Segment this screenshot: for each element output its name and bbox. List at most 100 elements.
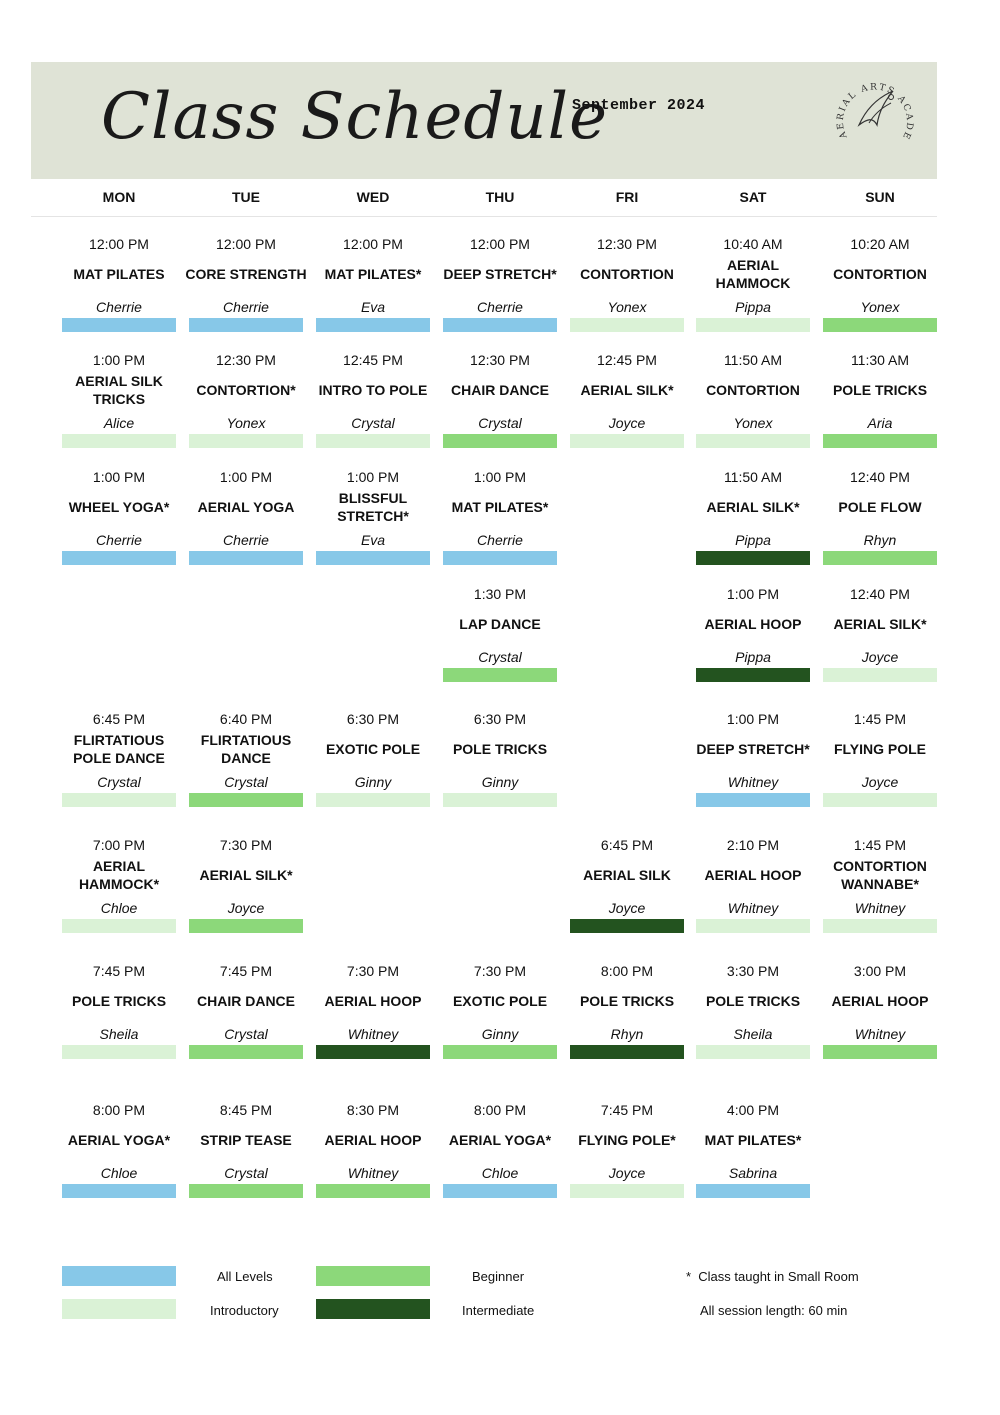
class-name: FLYING POLE — [833, 741, 927, 757]
day-header-tue: TUE — [232, 189, 260, 205]
class-time: 6:45 PM — [92, 711, 146, 727]
class-time: 7:00 PM — [92, 837, 146, 853]
class-name: AERIAL SILK* — [706, 499, 800, 515]
class-time: 12:30 PM — [597, 236, 657, 252]
class-instructor: Eva — [360, 532, 386, 548]
level-bar-intro — [189, 434, 303, 448]
class-instructor: Whitney — [727, 774, 779, 790]
level-bar-all — [696, 1184, 810, 1198]
class-instructor: Crystal — [224, 1165, 268, 1181]
level-bar-intro — [443, 793, 557, 807]
class-instructor: Cherrie — [96, 532, 142, 548]
class-instructor: Sabrina — [728, 1165, 778, 1181]
level-bar-all — [443, 1184, 557, 1198]
class-time: 7:45 PM — [92, 963, 146, 979]
class-time: 12:45 PM — [597, 352, 657, 368]
level-bar-all — [316, 551, 430, 565]
level-bar-intro — [570, 434, 684, 448]
class-time: 1:00 PM — [219, 469, 273, 485]
level-bar-all — [316, 318, 430, 332]
level-bar-intro — [823, 919, 937, 933]
level-bar-intermediate — [696, 551, 810, 565]
level-bar-all — [62, 1184, 176, 1198]
header-banner: Class Schedule September 2024 AERIAL ART… — [31, 62, 937, 179]
class-instructor: Whitney — [854, 1026, 906, 1042]
class-name: LAP DANCE — [459, 616, 541, 632]
class-instructor: Pippa — [735, 299, 771, 315]
class-instructor: Pippa — [735, 532, 771, 548]
class-instructor: Joyce — [861, 774, 899, 790]
class-time: 11:30 AM — [850, 352, 910, 368]
class-name: AERIAL HOOP — [831, 993, 929, 1009]
class-name: STRIP TEASE — [200, 1132, 292, 1148]
class-time: 1:00 PM — [92, 352, 146, 368]
class-time: 2:10 PM — [726, 837, 780, 853]
class-name: MAT PILATES* — [451, 499, 549, 515]
level-bar-intermediate — [570, 919, 684, 933]
svg-text:AERIAL ARTS ACADEMY: AERIAL ARTS ACADEMY — [829, 67, 914, 142]
class-name: POLE TRICKS — [579, 993, 675, 1009]
class-instructor: Ginny — [481, 774, 519, 790]
class-name: CONTORTION — [580, 266, 674, 282]
class-time: 12:00 PM — [89, 236, 149, 252]
class-instructor: Chloe — [100, 900, 138, 916]
level-bar-beginner — [443, 668, 557, 682]
class-time: 7:45 PM — [600, 1102, 654, 1118]
level-bar-intro — [62, 793, 176, 807]
class-time: 3:30 PM — [726, 963, 780, 979]
legend-label-intermediate: Intermediate — [462, 1303, 535, 1318]
class-time: 6:40 PM — [219, 711, 273, 727]
academy-logo: AERIAL ARTS ACADEMY — [829, 67, 914, 142]
class-instructor: Whitney — [854, 900, 906, 916]
level-bar-intro — [696, 1045, 810, 1059]
level-bar-intro — [62, 434, 176, 448]
class-time: 1:00 PM — [726, 711, 780, 727]
class-instructor: Crystal — [478, 649, 522, 665]
class-time: 7:30 PM — [346, 963, 400, 979]
day-header-wed: WED — [356, 189, 390, 205]
class-time: 8:45 PM — [219, 1102, 273, 1118]
level-bar-intro — [696, 919, 810, 933]
class-time: 7:45 PM — [219, 963, 273, 979]
level-bar-beginner — [443, 1045, 557, 1059]
level-bar-intro — [316, 434, 430, 448]
level-bar-beginner — [823, 1045, 937, 1059]
class-instructor: Cherrie — [477, 299, 523, 315]
class-instructor: Crystal — [97, 774, 141, 790]
level-bar-intro — [823, 668, 937, 682]
class-name: MAT PILATES — [73, 266, 165, 282]
class-instructor: Pippa — [735, 649, 771, 665]
class-instructor: Joyce — [608, 900, 646, 916]
class-time: 1:45 PM — [853, 711, 907, 727]
level-bar-intro — [316, 793, 430, 807]
class-time: 12:40 PM — [850, 469, 910, 485]
class-instructor: Crystal — [478, 415, 522, 431]
class-time: 6:30 PM — [346, 711, 400, 727]
class-time: 3:00 PM — [853, 963, 907, 979]
level-bar-all — [696, 793, 810, 807]
level-bar-intermediate — [316, 1045, 430, 1059]
class-name: EXOTIC POLE — [325, 741, 421, 757]
level-bar-beginner — [443, 434, 557, 448]
class-name: INTRO TO POLE — [318, 382, 428, 398]
class-instructor: Eva — [360, 299, 386, 315]
class-name: AERIAL HOOP — [704, 867, 802, 883]
class-time: 12:00 PM — [343, 236, 403, 252]
class-time: 11:50 AM — [723, 352, 783, 368]
class-time: 1:00 PM — [473, 469, 527, 485]
class-time: 10:40 AM — [723, 236, 783, 252]
class-name: CONTORTION — [706, 382, 800, 398]
level-bar-beginner — [316, 1184, 430, 1198]
level-bar-beginner — [189, 1184, 303, 1198]
level-bar-intro — [570, 1184, 684, 1198]
header-divider — [31, 216, 937, 217]
class-time: 1:30 PM — [473, 586, 527, 602]
class-name: AERIAL YOGA* — [448, 1132, 552, 1148]
class-time: 6:30 PM — [473, 711, 527, 727]
class-name: AERIAL SILK* — [580, 382, 674, 398]
class-instructor: Rhyn — [610, 1026, 644, 1042]
class-instructor: Cherrie — [223, 299, 269, 315]
class-name: FLIRTATIOUS POLE DANCE — [73, 732, 165, 766]
class-instructor: Crystal — [224, 1026, 268, 1042]
class-name: FLIRTATIOUS DANCE — [200, 732, 292, 766]
